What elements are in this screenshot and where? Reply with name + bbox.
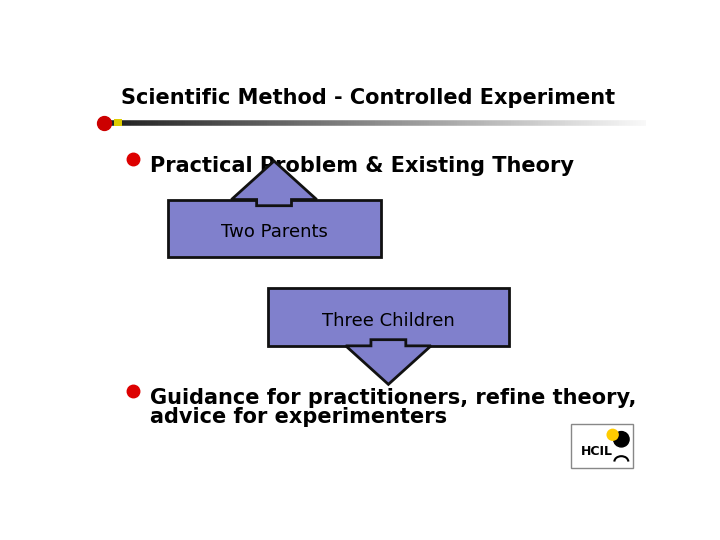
Text: Guidance for practitioners, refine theory,: Guidance for practitioners, refine theor… bbox=[150, 388, 636, 408]
FancyBboxPatch shape bbox=[269, 288, 508, 346]
Circle shape bbox=[606, 429, 619, 441]
FancyBboxPatch shape bbox=[114, 119, 122, 126]
FancyBboxPatch shape bbox=[570, 423, 632, 468]
Polygon shape bbox=[346, 340, 431, 384]
FancyBboxPatch shape bbox=[168, 200, 381, 257]
Circle shape bbox=[613, 431, 629, 447]
Text: Scientific Method - Controlled Experiment: Scientific Method - Controlled Experimen… bbox=[121, 88, 615, 108]
Text: Practical Problem & Existing Theory: Practical Problem & Existing Theory bbox=[150, 156, 575, 176]
Text: Three Children: Three Children bbox=[322, 312, 455, 330]
Text: Two Parents: Two Parents bbox=[220, 223, 328, 241]
Polygon shape bbox=[231, 161, 317, 206]
Text: HCIL: HCIL bbox=[581, 445, 613, 458]
Text: advice for experimenters: advice for experimenters bbox=[150, 407, 448, 427]
